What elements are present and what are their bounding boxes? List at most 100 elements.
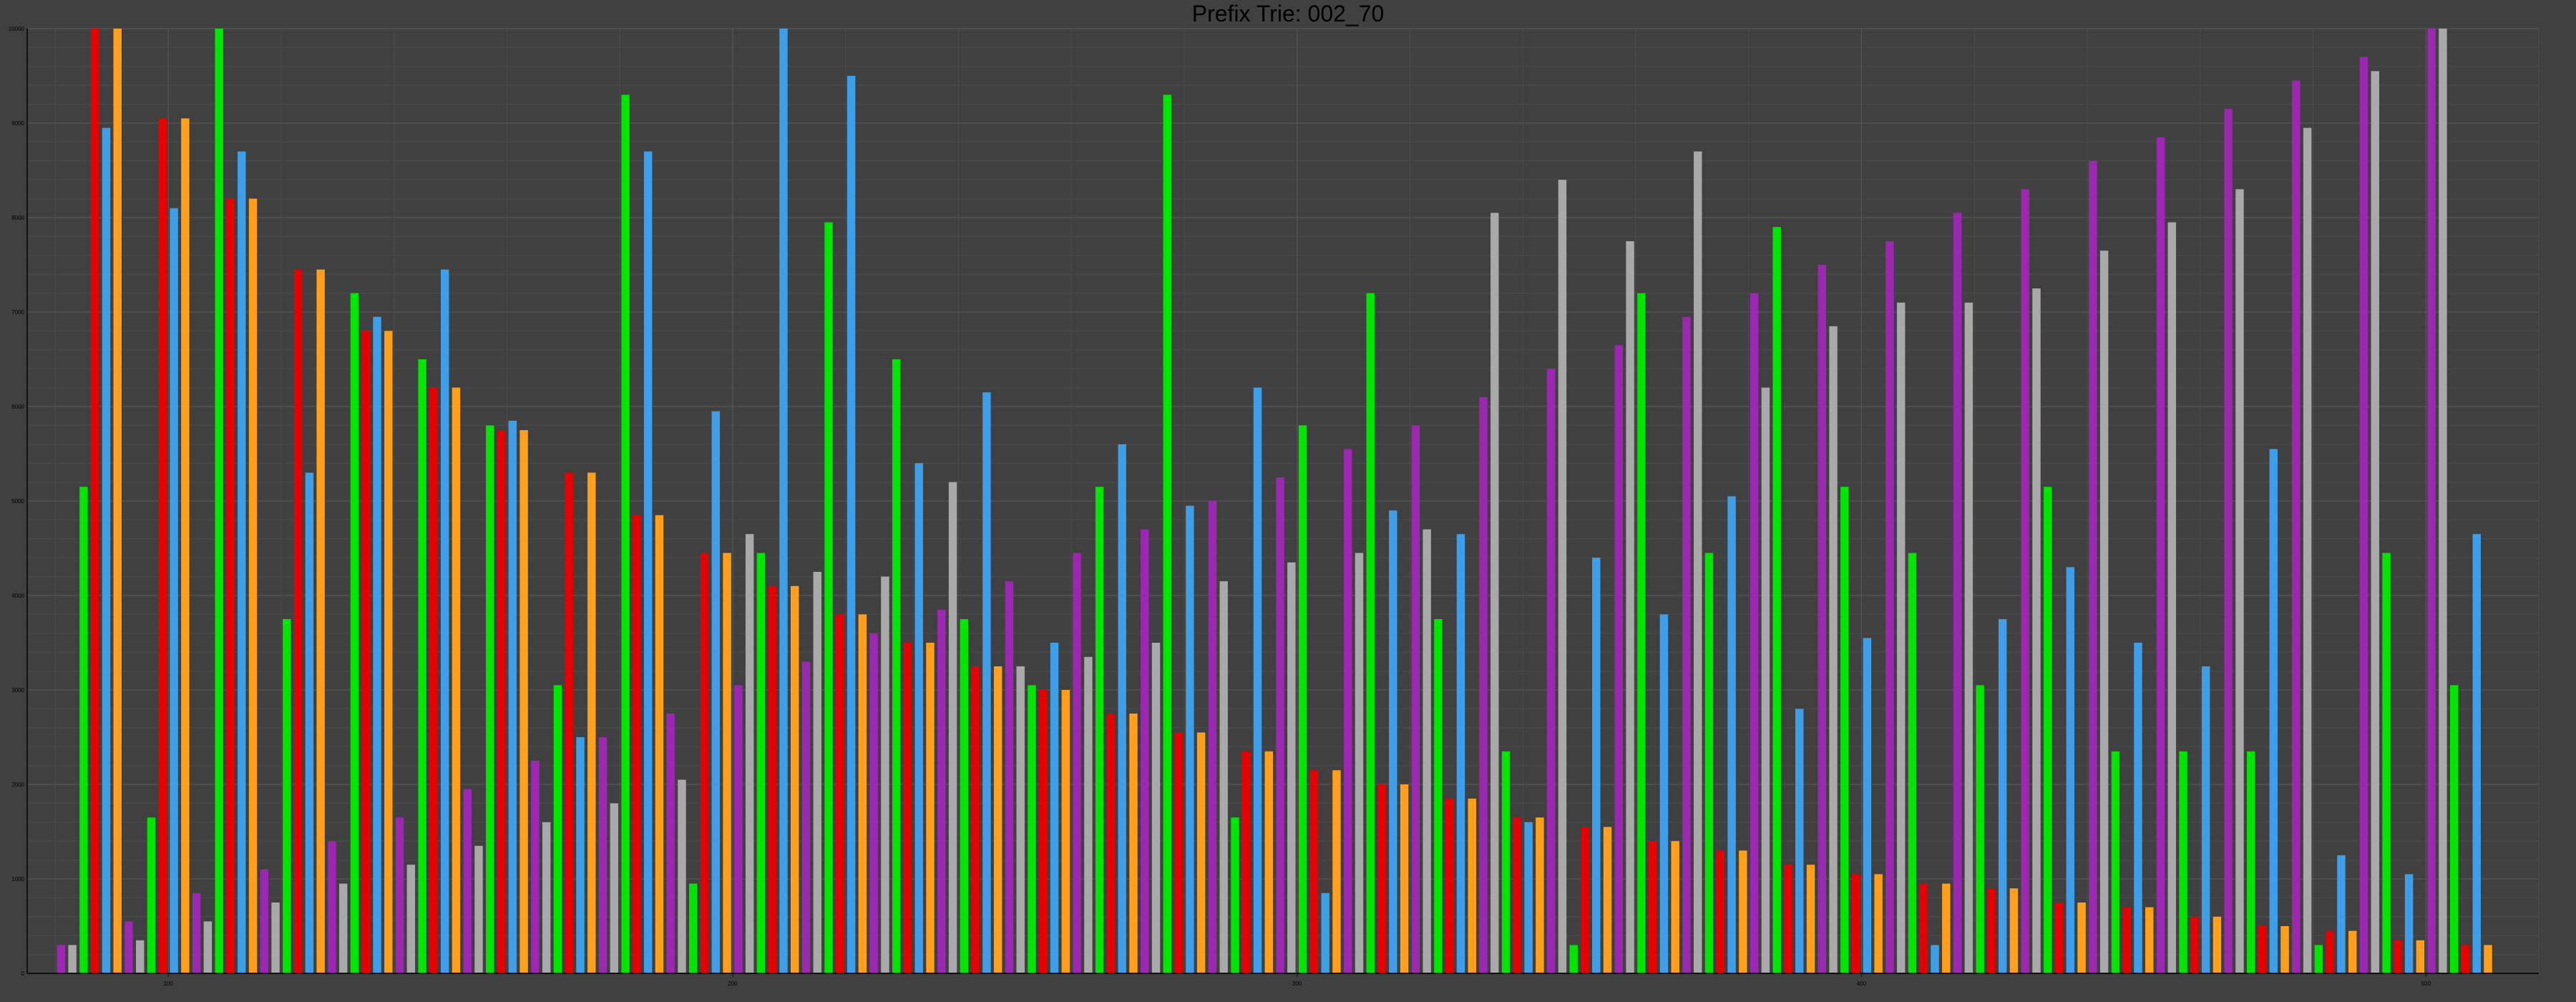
bar	[993, 666, 1002, 973]
bar	[2371, 71, 2379, 973]
x-tick-label: 500	[2421, 981, 2431, 987]
bar	[1761, 387, 1770, 973]
bar	[1118, 444, 1126, 973]
bar	[2212, 916, 2222, 973]
y-tick-label: 5000	[11, 498, 24, 505]
bar	[2044, 487, 2052, 973]
bar	[2382, 553, 2391, 973]
bar	[350, 293, 359, 974]
bar	[2224, 109, 2233, 974]
bar	[260, 869, 268, 973]
bar	[1648, 841, 1657, 973]
bar	[1242, 751, 1251, 973]
bar	[1005, 581, 1014, 973]
bar	[1050, 643, 1059, 973]
x-tick-label: 300	[1292, 981, 1302, 987]
bar	[948, 482, 957, 973]
bar	[2247, 751, 2255, 973]
bar	[328, 841, 336, 973]
bar	[57, 945, 66, 973]
bar	[1694, 151, 1702, 974]
bar	[1513, 817, 1522, 973]
bar	[824, 222, 833, 974]
x-tick-label: 100	[164, 981, 174, 987]
bar	[215, 29, 223, 973]
bar	[238, 151, 246, 974]
bar	[734, 685, 743, 973]
bar	[1592, 558, 1601, 973]
bar	[1908, 553, 1917, 973]
bar	[486, 425, 494, 973]
chart-title: Prefix Trie: 002_70	[1191, 1, 1385, 26]
bar	[305, 472, 314, 973]
bar	[1231, 817, 1239, 973]
bar	[1253, 387, 1262, 973]
bar	[1626, 241, 1634, 973]
bar	[576, 737, 585, 973]
bar	[79, 487, 88, 973]
bar	[2190, 916, 2199, 973]
bar	[2235, 189, 2244, 973]
bar	[1332, 770, 1341, 973]
bar	[395, 817, 404, 973]
bar	[587, 472, 596, 973]
bar	[801, 661, 811, 973]
bar	[1276, 477, 1284, 973]
bar	[756, 553, 766, 973]
bar	[1501, 751, 1511, 973]
bar	[508, 420, 517, 973]
bar	[666, 714, 675, 973]
bar	[1659, 614, 1669, 973]
bar	[2472, 534, 2481, 973]
bar	[1558, 180, 1567, 974]
bar	[1355, 553, 1364, 973]
bar	[1456, 534, 1465, 973]
bar	[2077, 903, 2086, 973]
bar	[463, 789, 472, 973]
bar	[542, 822, 551, 973]
bar	[1208, 501, 1217, 973]
bar	[869, 633, 878, 973]
bar	[1411, 425, 1420, 973]
bar	[2099, 250, 2109, 973]
bar	[643, 151, 653, 974]
bar	[1287, 562, 1296, 973]
bar	[418, 359, 426, 973]
bar	[181, 118, 190, 973]
bar	[2201, 666, 2210, 973]
bar	[1028, 685, 1036, 973]
bar	[316, 269, 325, 974]
bar	[1129, 714, 1138, 973]
bar	[858, 614, 867, 973]
axes: 0 1000 2000 3000 4000 5000 6000 7000 8000 9000 100…	[9, 26, 2539, 987]
bar	[2484, 945, 2492, 973]
bar	[2269, 449, 2278, 973]
bar	[1671, 841, 1679, 973]
bar	[1479, 397, 1488, 973]
bar	[2303, 127, 2312, 974]
bar	[203, 921, 213, 973]
bar	[1942, 883, 1951, 973]
bar	[1536, 817, 1544, 973]
bar	[1546, 369, 1556, 973]
bar	[1061, 690, 1070, 973]
bar	[136, 940, 145, 973]
bar	[2021, 189, 2029, 973]
bar	[1998, 619, 2007, 973]
bar	[293, 269, 303, 974]
bar	[1196, 732, 1206, 973]
bar	[2179, 751, 2187, 973]
bar	[2292, 80, 2301, 974]
bar	[2416, 940, 2425, 973]
bar	[1784, 865, 1792, 973]
bar	[678, 779, 686, 973]
bar	[2032, 288, 2041, 973]
bar	[113, 29, 122, 973]
bar	[700, 553, 709, 973]
bar	[610, 803, 619, 973]
bar	[553, 685, 562, 973]
bar	[1716, 850, 1725, 973]
bar	[283, 619, 291, 973]
bar	[791, 585, 799, 973]
bar	[903, 643, 912, 973]
